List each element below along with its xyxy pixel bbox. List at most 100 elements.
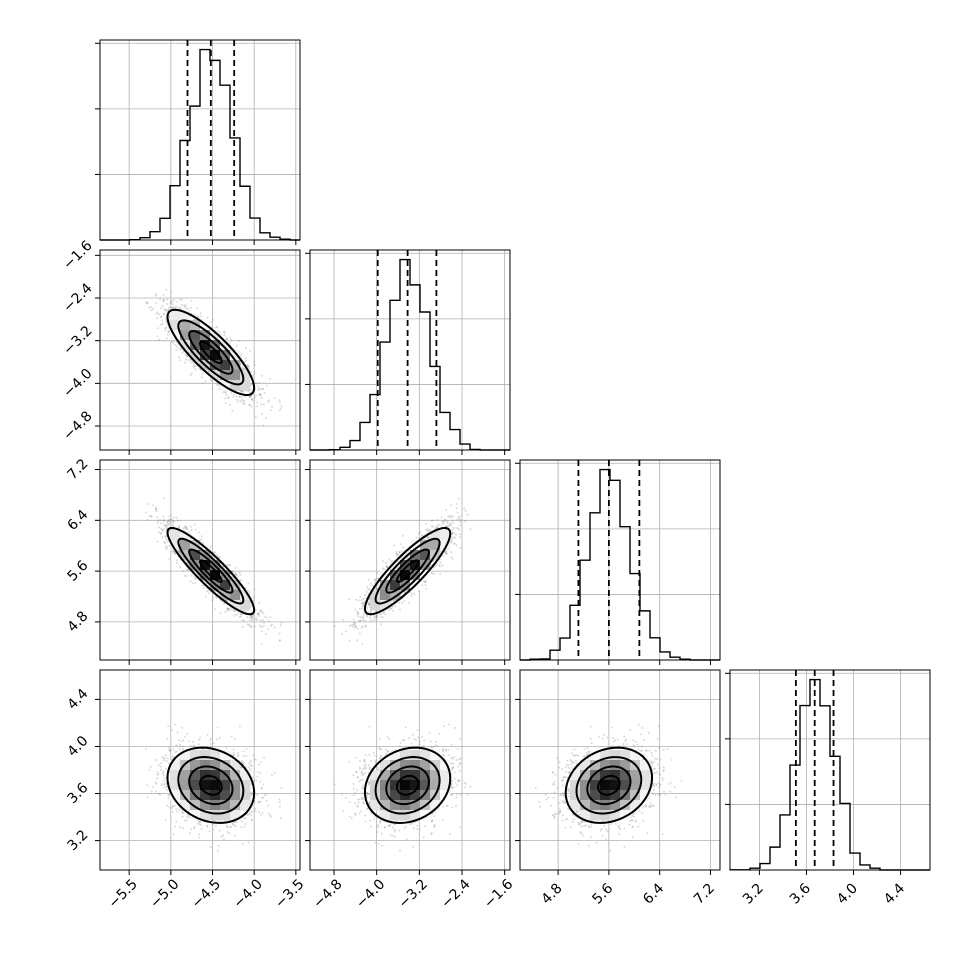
sample-point bbox=[184, 305, 187, 308]
sample-point bbox=[228, 563, 231, 566]
contour-line bbox=[177, 319, 245, 386]
sample-point bbox=[156, 540, 159, 543]
sample-point bbox=[168, 306, 171, 309]
sample-point bbox=[211, 387, 214, 390]
sample-point bbox=[226, 563, 229, 566]
sample-point bbox=[176, 345, 179, 348]
sample-point bbox=[170, 299, 173, 302]
sample-point bbox=[165, 525, 168, 528]
sample-point bbox=[204, 595, 207, 598]
sample-point bbox=[184, 353, 187, 356]
sample-point bbox=[167, 331, 170, 334]
sample-point bbox=[215, 383, 218, 386]
sample-point bbox=[164, 326, 167, 329]
sample-point bbox=[354, 621, 357, 624]
sample-point bbox=[171, 306, 174, 309]
sample-point bbox=[164, 546, 167, 549]
sample-point bbox=[169, 523, 172, 526]
sample-point bbox=[146, 503, 149, 506]
histogram-panel-0 bbox=[95, 39, 301, 245]
sample-point bbox=[425, 528, 428, 531]
panel-frame bbox=[99, 39, 301, 241]
sample-point bbox=[155, 312, 158, 315]
sample-point bbox=[200, 538, 203, 541]
sample-point bbox=[239, 615, 242, 618]
sample-point bbox=[160, 532, 163, 535]
sample-point bbox=[175, 300, 178, 303]
sample-point bbox=[194, 577, 197, 580]
sample-point bbox=[254, 618, 257, 621]
sample-point bbox=[212, 596, 215, 599]
sample-point bbox=[249, 395, 252, 398]
sample-point bbox=[174, 306, 177, 309]
sample-point bbox=[222, 391, 225, 394]
density-bin bbox=[210, 570, 221, 581]
contour-line bbox=[177, 537, 245, 605]
sample-point bbox=[178, 298, 181, 301]
sample-point bbox=[248, 395, 251, 398]
sample-point bbox=[242, 367, 245, 370]
sample-point bbox=[201, 546, 204, 549]
sample-point bbox=[262, 625, 265, 628]
sample-point bbox=[238, 395, 241, 398]
sample-point bbox=[246, 364, 249, 367]
density-bin bbox=[230, 370, 241, 381]
sample-point bbox=[253, 361, 256, 364]
sample-point bbox=[238, 571, 241, 574]
sample-point bbox=[246, 616, 249, 619]
sample-point bbox=[259, 624, 262, 627]
panel-frame bbox=[99, 249, 301, 451]
sample-point bbox=[382, 616, 385, 619]
sample-point bbox=[189, 361, 192, 364]
y-tick-label: 5.6 bbox=[64, 558, 91, 585]
sample-point bbox=[253, 396, 256, 399]
sample-point bbox=[240, 396, 243, 399]
sample-point bbox=[431, 519, 434, 522]
sample-point bbox=[215, 596, 218, 599]
sample-point bbox=[224, 390, 227, 393]
sample-point bbox=[200, 315, 203, 318]
sample-point bbox=[222, 330, 225, 333]
sample-point bbox=[170, 513, 173, 516]
density-bin bbox=[180, 310, 191, 321]
sample-point bbox=[269, 409, 272, 412]
sample-point bbox=[159, 519, 162, 522]
density-bin bbox=[230, 590, 241, 601]
sample-point bbox=[450, 541, 453, 544]
sample-point bbox=[247, 365, 250, 368]
sample-point bbox=[180, 298, 183, 301]
sample-point bbox=[172, 520, 175, 523]
sample-point bbox=[164, 541, 167, 544]
sample-point bbox=[259, 393, 262, 396]
sample-point bbox=[278, 639, 281, 642]
sample-point bbox=[184, 304, 187, 307]
sample-point bbox=[359, 616, 362, 619]
density-bin bbox=[240, 380, 251, 391]
sample-point bbox=[253, 372, 256, 375]
sample-point bbox=[200, 535, 203, 538]
sample-point bbox=[398, 608, 401, 611]
sample-point bbox=[155, 293, 158, 296]
sample-point bbox=[242, 390, 245, 393]
sample-point bbox=[229, 564, 232, 567]
sample-point bbox=[185, 568, 188, 571]
sample-point bbox=[262, 612, 265, 615]
sample-point bbox=[146, 301, 149, 304]
density-bin bbox=[210, 360, 221, 371]
sample-point bbox=[368, 603, 371, 606]
sample-point bbox=[160, 307, 163, 310]
sample-point bbox=[186, 355, 189, 358]
sample-point bbox=[218, 556, 221, 559]
sample-point bbox=[199, 312, 202, 315]
sample-point bbox=[271, 405, 274, 408]
sample-point bbox=[189, 580, 192, 583]
sample-point bbox=[250, 625, 253, 628]
sample-point bbox=[224, 391, 227, 394]
panel-content bbox=[144, 497, 283, 646]
sample-point bbox=[171, 521, 174, 524]
sample-point bbox=[168, 557, 171, 560]
sample-point bbox=[453, 536, 456, 539]
sample-point bbox=[171, 550, 174, 553]
sample-point bbox=[214, 608, 217, 611]
